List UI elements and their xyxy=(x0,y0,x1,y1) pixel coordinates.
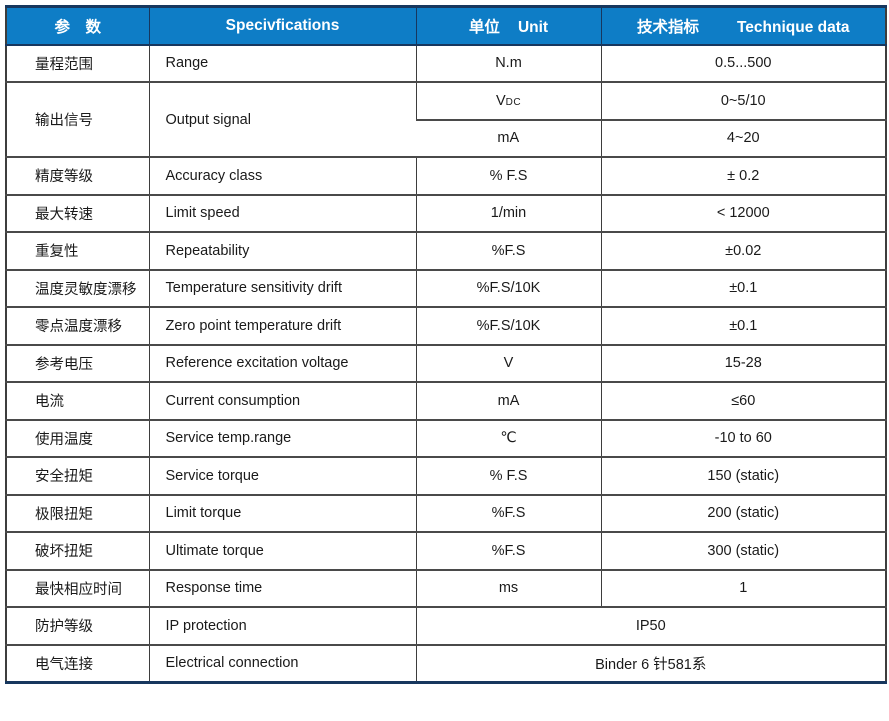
table-row-current-consumption: 电流 Current consumption mA ≤60 xyxy=(6,382,886,421)
unit-cell: %F.S xyxy=(415,494,601,533)
param-cell: 最快相应时间 xyxy=(6,569,149,608)
value-cell: 150 (static) xyxy=(600,457,886,496)
value-cell: 4~20 xyxy=(600,119,886,158)
unit-cell: mA xyxy=(416,119,601,158)
unit-cell: % F.S xyxy=(415,157,601,196)
value-cell: 0.5...500 xyxy=(600,44,886,83)
value-cell: 200 (static) xyxy=(600,494,886,533)
unit-cell: %F.S xyxy=(415,532,601,571)
value-cell: 0~5/10 xyxy=(600,82,886,121)
spec-cell: Service torque xyxy=(148,457,416,496)
header-param-label: 参 数 xyxy=(54,18,101,36)
param-cell: 参考电压 xyxy=(6,344,149,383)
unit-subscript: DC xyxy=(505,96,522,108)
param-cell: 防护等级 xyxy=(6,607,149,646)
param-cell: 极限扭矩 xyxy=(6,494,149,533)
param-cell: 重复性 xyxy=(6,232,149,271)
value-cell: 300 (static) xyxy=(600,532,886,571)
value-cell: 15-28 xyxy=(600,344,886,383)
table-row-repeatability: 重复性 Repeatability %F.S ±0.02 xyxy=(6,232,886,271)
spec-cell: Response time xyxy=(148,569,416,608)
spec-cell: Repeatability xyxy=(148,232,416,271)
unit-cell: N.m xyxy=(415,44,601,83)
header-unit-cn-label: 单位 xyxy=(468,18,500,36)
unit-cell: %F.S xyxy=(415,232,601,271)
table-row-limit-speed: 最大转速 Limit speed 1/min < 12000 xyxy=(6,194,886,233)
spec-cell: Current consumption xyxy=(148,382,416,421)
table-row-response-time: 最快相应时间 Response time ms 1 xyxy=(6,569,886,608)
header-data-cn-label: 技术指标 xyxy=(636,18,699,36)
table-row-service-temp: 使用温度 Service temp.range ℃ -10 to 60 xyxy=(6,419,886,458)
spec-cell: Accuracy class xyxy=(148,157,416,196)
param-cell: 电流 xyxy=(6,382,149,421)
value-cell: ≤60 xyxy=(600,382,886,421)
unit-cell: %F.S/10K xyxy=(415,307,601,346)
unit-cell: mA xyxy=(415,382,601,421)
unit-cell: VDC xyxy=(415,82,601,121)
value-cell: ±0.1 xyxy=(600,269,886,308)
value-cell: < 12000 xyxy=(600,194,886,233)
table-row-accuracy: 精度等级 Accuracy class % F.S ± 0.2 xyxy=(6,157,886,196)
unit-cell: %F.S/10K xyxy=(415,269,601,308)
spec-cell: Electrical connection xyxy=(148,644,416,683)
table-row-limit-torque: 极限扭矩 Limit torque %F.S 200 (static) xyxy=(6,494,886,533)
header-spec-cell: Specivfications xyxy=(148,6,416,46)
unit-cell: 1/min xyxy=(415,194,601,233)
table-row-service-torque: 安全扭矩 Service torque % F.S 150 (static) xyxy=(6,457,886,496)
table-row-output-signal-vdc: 输出信号 Output signal VDC 0~5/10 xyxy=(6,82,886,158)
unit-cell: ℃ xyxy=(415,419,601,458)
spec-cell: IP protection xyxy=(148,607,416,646)
table-header: 参 数 Specivfications 单位 Unit 技术指标 Technique… xyxy=(6,6,886,46)
spec-cell: Zero point temperature drift xyxy=(148,307,416,346)
param-cell: 精度等级 xyxy=(6,157,149,196)
table-row-electrical-connection: 电气连接 Electrical connection Binder 6 针581… xyxy=(6,644,886,683)
spec-table: 参 数 Specivfications 单位 Unit 技术指标 Technique… xyxy=(5,5,887,684)
header-unit-cell: 单位 Unit xyxy=(415,6,601,46)
value-cell: -10 to 60 xyxy=(600,419,886,458)
spec-cell: Limit torque xyxy=(148,494,416,533)
param-cell: 破坏扭矩 xyxy=(6,532,149,571)
header-row: 参 数 Specivfications 单位 Unit 技术指标 Technique… xyxy=(6,6,886,46)
table-row-reference-voltage: 参考电压 Reference excitation voltage V 15-2… xyxy=(6,344,886,383)
table-body: 量程范围 Range N.m 0.5...500 输出信号 Output sig… xyxy=(6,44,886,683)
table-row-temp-sensitivity-drift: 温度灵敏度漂移 Temperature sensitivity drift %F… xyxy=(6,269,886,308)
unit-cell: % F.S xyxy=(415,457,601,496)
spec-cell: Output signal xyxy=(148,82,416,158)
value-cell: 1 xyxy=(600,569,886,608)
value-cell: ±0.02 xyxy=(600,232,886,271)
table-row-ultimate-torque: 破坏扭矩 Ultimate torque %F.S 300 (static) xyxy=(6,532,886,571)
header-unit-en-label: Unit xyxy=(517,18,549,36)
spec-cell: Reference excitation voltage xyxy=(148,344,416,383)
header-data-en-label: Technique data xyxy=(736,18,850,36)
merged-value-cell: Binder 6 针581系 xyxy=(415,644,886,683)
spec-table-container: 参 数 Specivfications 单位 Unit 技术指标 Technique… xyxy=(5,5,887,684)
unit-cell: V xyxy=(415,344,601,383)
header-spec-label: Specivfications xyxy=(225,16,340,34)
spec-cell: Range xyxy=(148,44,416,83)
merged-value-cell: IP50 xyxy=(415,607,886,646)
param-cell: 电气连接 xyxy=(6,644,149,683)
param-cell: 最大转速 xyxy=(6,194,149,233)
table-row-range: 量程范围 Range N.m 0.5...500 xyxy=(6,44,886,83)
unit-cell: ms xyxy=(415,569,601,608)
table-row-output-signal-ma: mA 4~20 xyxy=(6,119,886,158)
table-row-ip-protection: 防护等级 IP protection IP50 xyxy=(6,607,886,646)
value-cell: ± 0.2 xyxy=(600,157,886,196)
param-cell: 温度灵敏度漂移 xyxy=(6,269,149,308)
spec-cell: Temperature sensitivity drift xyxy=(148,269,416,308)
param-cell: 输出信号 xyxy=(6,82,149,158)
param-cell: 安全扭矩 xyxy=(6,457,149,496)
spec-cell: Limit speed xyxy=(148,194,416,233)
table-row-zero-point-drift: 零点温度漂移 Zero point temperature drift %F.S… xyxy=(6,307,886,346)
unit-main: V xyxy=(495,92,506,109)
header-param-cell: 参 数 xyxy=(6,6,149,46)
param-cell: 使用温度 xyxy=(6,419,149,458)
header-data-cell: 技术指标 Technique data xyxy=(600,6,886,46)
spec-cell: Ultimate torque xyxy=(148,532,416,571)
value-cell: ±0.1 xyxy=(600,307,886,346)
spec-cell: Service temp.range xyxy=(148,419,416,458)
param-cell: 零点温度漂移 xyxy=(6,307,149,346)
param-cell: 量程范围 xyxy=(6,44,149,83)
